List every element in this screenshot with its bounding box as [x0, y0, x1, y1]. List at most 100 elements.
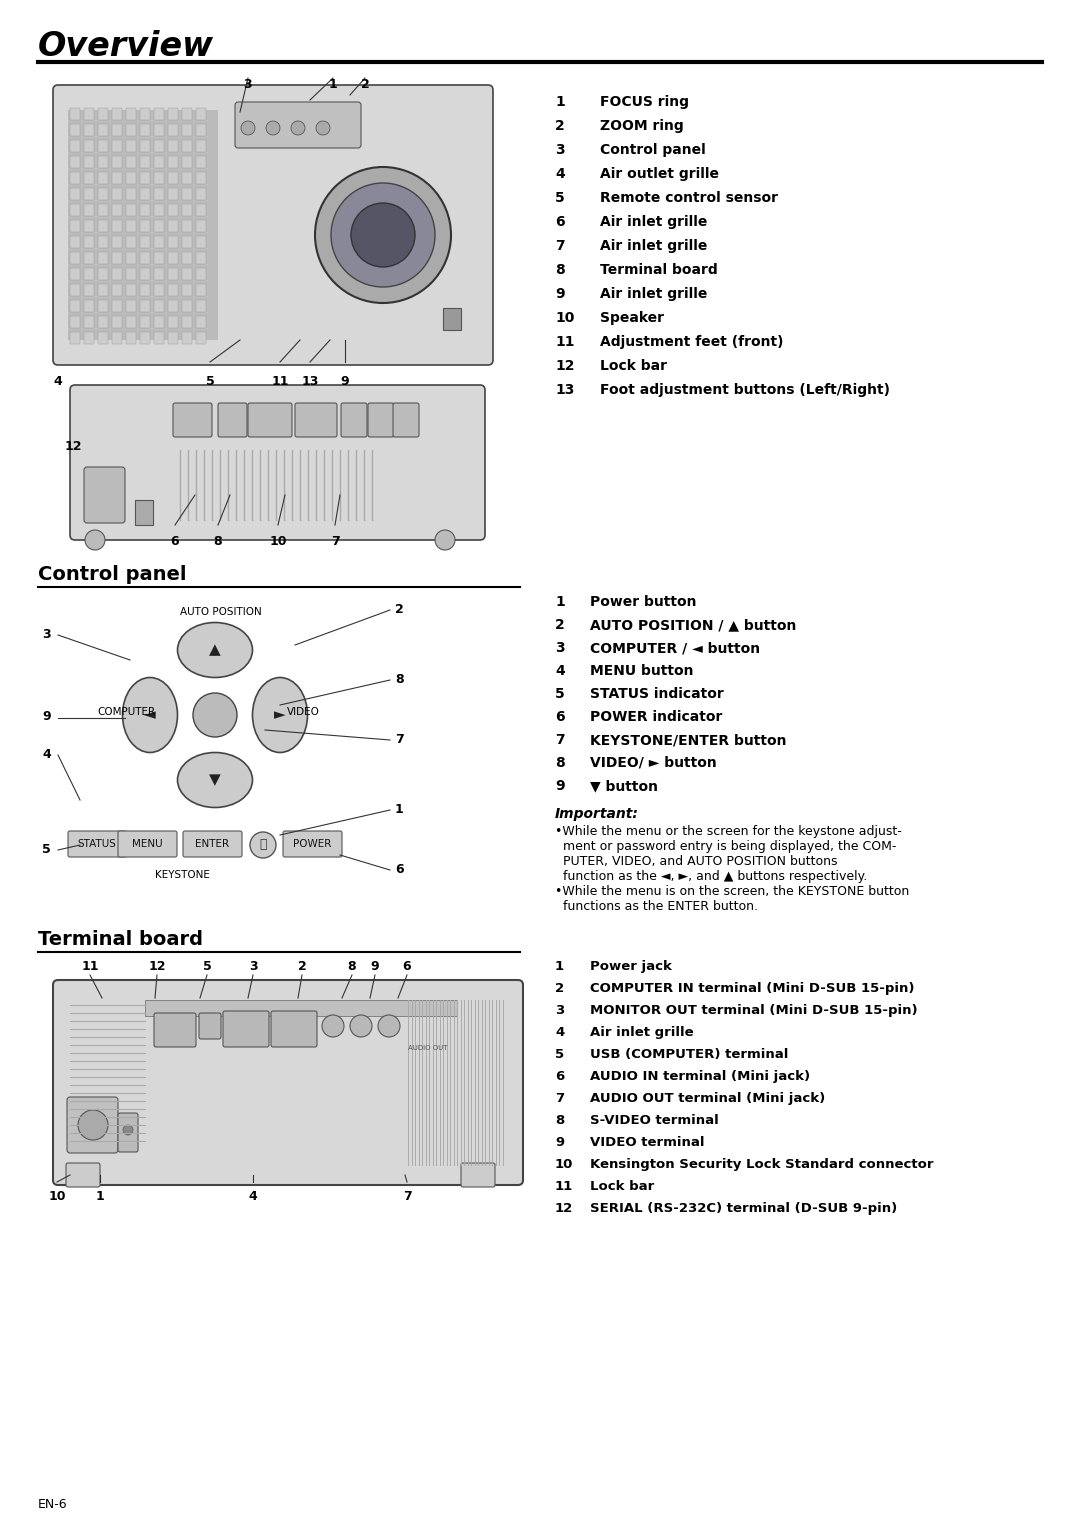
Bar — [168, 284, 178, 296]
FancyBboxPatch shape — [67, 1097, 118, 1154]
Text: 12: 12 — [555, 359, 575, 373]
Bar — [84, 220, 94, 232]
Text: 1: 1 — [395, 804, 404, 816]
Text: 6: 6 — [555, 215, 565, 229]
Text: COMPUTER / ◄ button: COMPUTER / ◄ button — [590, 642, 760, 656]
Bar — [195, 205, 206, 215]
Text: AUDIO OUT terminal (Mini jack): AUDIO OUT terminal (Mini jack) — [590, 1093, 825, 1105]
Circle shape — [330, 183, 435, 287]
Text: 13: 13 — [301, 374, 319, 388]
Text: SERIAL (RS-232C) terminal (D-SUB 9-pin): SERIAL (RS-232C) terminal (D-SUB 9-pin) — [590, 1203, 897, 1215]
FancyBboxPatch shape — [154, 1013, 195, 1047]
FancyBboxPatch shape — [393, 403, 419, 437]
Text: ►: ► — [274, 707, 286, 723]
Text: •While the menu or the screen for the keystone adjust-: •While the menu or the screen for the ke… — [555, 825, 902, 837]
Bar — [183, 141, 192, 151]
Circle shape — [350, 1015, 372, 1038]
Bar — [126, 284, 136, 296]
Text: 9: 9 — [42, 711, 51, 723]
Bar — [168, 316, 178, 329]
Bar — [154, 188, 164, 200]
Bar — [140, 267, 150, 280]
Text: KEYSTONE/ENTER button: KEYSTONE/ENTER button — [590, 733, 786, 747]
Bar — [112, 205, 122, 215]
Bar — [183, 205, 192, 215]
Bar — [84, 267, 94, 280]
Text: 5: 5 — [42, 843, 51, 856]
FancyBboxPatch shape — [341, 403, 367, 437]
Bar — [112, 108, 122, 121]
Text: 11: 11 — [271, 374, 288, 388]
Text: 4: 4 — [555, 1025, 564, 1039]
Bar — [84, 141, 94, 151]
Bar — [154, 156, 164, 168]
Bar — [112, 173, 122, 183]
Bar — [126, 299, 136, 312]
Bar — [70, 188, 80, 200]
FancyBboxPatch shape — [53, 86, 492, 365]
Text: 6: 6 — [555, 711, 565, 724]
Text: COMPUTER: COMPUTER — [97, 707, 156, 717]
Bar — [195, 316, 206, 329]
Text: 8: 8 — [214, 535, 222, 549]
Text: 11: 11 — [81, 960, 98, 973]
Bar — [126, 141, 136, 151]
Bar — [98, 235, 108, 248]
Bar — [183, 284, 192, 296]
Text: 4: 4 — [555, 167, 565, 180]
Text: ◄: ◄ — [144, 707, 156, 723]
Bar — [70, 173, 80, 183]
Bar — [84, 316, 94, 329]
Text: 3: 3 — [555, 144, 565, 157]
Text: Overview: Overview — [38, 31, 214, 63]
Bar — [168, 124, 178, 136]
Text: 2: 2 — [395, 604, 404, 616]
FancyBboxPatch shape — [283, 831, 342, 857]
Text: VIDEO: VIDEO — [287, 707, 320, 717]
Bar — [112, 188, 122, 200]
Bar — [126, 188, 136, 200]
Bar — [183, 332, 192, 344]
Bar — [195, 141, 206, 151]
Bar — [135, 500, 153, 526]
Bar — [98, 188, 108, 200]
Text: 4: 4 — [54, 374, 63, 388]
FancyBboxPatch shape — [271, 1012, 318, 1047]
Text: 9: 9 — [370, 960, 379, 973]
Text: 7: 7 — [403, 1190, 411, 1203]
Bar — [140, 141, 150, 151]
Bar — [140, 124, 150, 136]
Text: 10: 10 — [555, 1158, 573, 1170]
Bar — [168, 267, 178, 280]
Bar — [168, 332, 178, 344]
Text: 13: 13 — [555, 384, 575, 397]
FancyBboxPatch shape — [173, 403, 212, 437]
Text: 6: 6 — [171, 535, 179, 549]
Bar — [98, 220, 108, 232]
Text: Lock bar: Lock bar — [590, 1180, 654, 1193]
Text: AUDIO OUT: AUDIO OUT — [408, 1045, 447, 1051]
Text: 9: 9 — [340, 374, 349, 388]
Text: POWER: POWER — [293, 839, 332, 850]
Circle shape — [78, 1109, 108, 1140]
Ellipse shape — [122, 677, 177, 752]
Bar — [98, 299, 108, 312]
Text: 8: 8 — [555, 263, 565, 277]
Ellipse shape — [177, 752, 253, 807]
Text: MENU: MENU — [132, 839, 162, 850]
Bar — [183, 252, 192, 264]
Bar — [70, 284, 80, 296]
FancyBboxPatch shape — [461, 1163, 495, 1187]
Text: 3: 3 — [555, 1004, 564, 1018]
Text: Air inlet grille: Air inlet grille — [600, 215, 707, 229]
Bar — [140, 284, 150, 296]
Bar — [154, 299, 164, 312]
Circle shape — [378, 1015, 400, 1038]
Circle shape — [322, 1015, 345, 1038]
Bar — [98, 108, 108, 121]
Bar — [112, 299, 122, 312]
Bar — [98, 316, 108, 329]
Text: ENTER: ENTER — [194, 839, 229, 850]
Bar — [84, 156, 94, 168]
Bar — [112, 235, 122, 248]
